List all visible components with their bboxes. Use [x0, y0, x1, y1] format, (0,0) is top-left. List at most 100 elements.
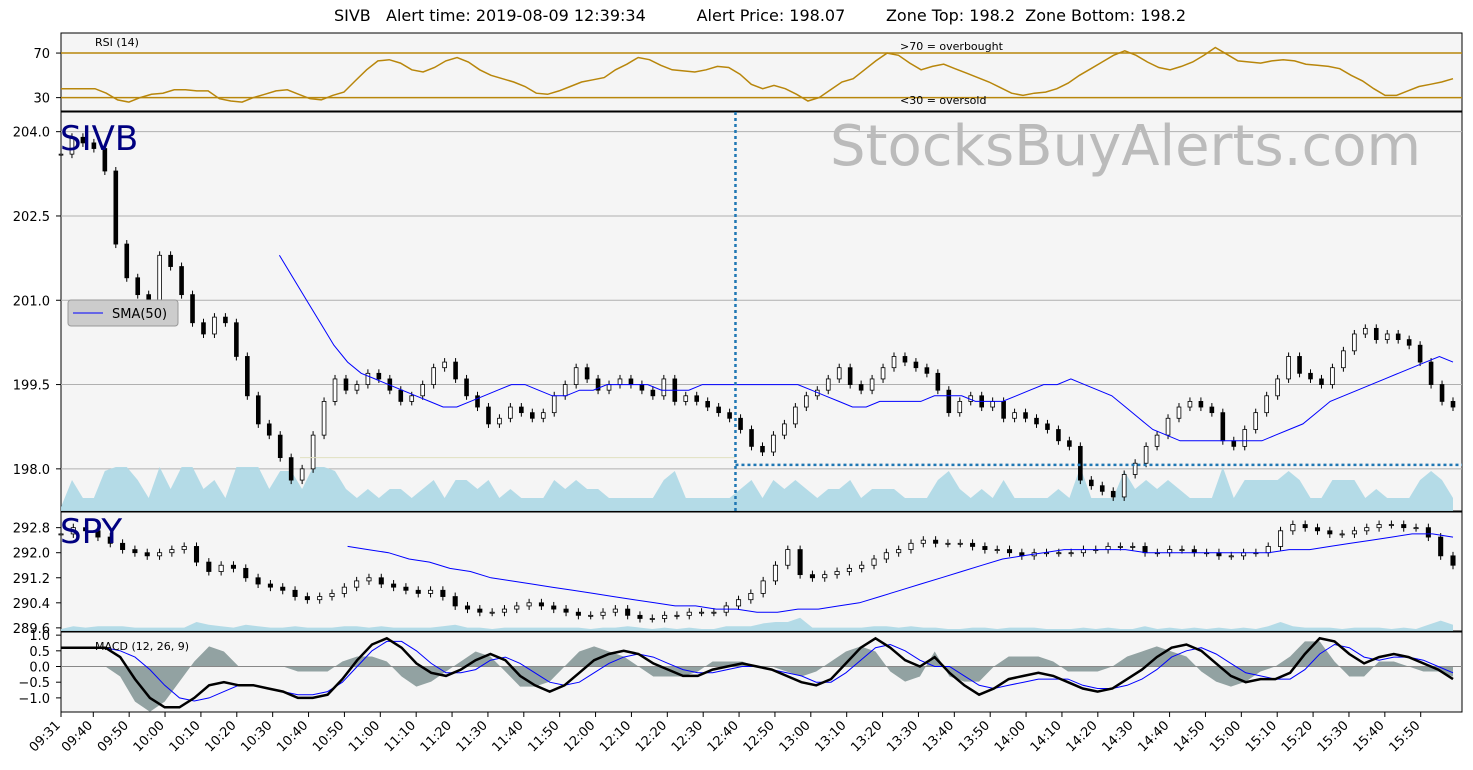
- rsi-levels: [61, 52, 1462, 99]
- spy-candle: [1278, 530, 1284, 547]
- price-candle: [135, 277, 141, 296]
- x-tick-label: 13:20: [848, 718, 885, 755]
- spy-candle: [415, 589, 421, 594]
- x-tick-label: 15:30: [1315, 718, 1352, 755]
- price-candle: [661, 378, 667, 397]
- price-candle: [530, 412, 535, 419]
- spy-candle: [206, 561, 212, 572]
- price-candle: [1012, 412, 1017, 419]
- spy-candle: [1117, 546, 1123, 548]
- price-candle: [343, 378, 349, 391]
- price-candle: [223, 316, 228, 324]
- y-tick-label: 199.5: [13, 379, 50, 394]
- spy-candle: [538, 602, 544, 607]
- x-tick-label: 13:10: [812, 718, 849, 755]
- sma-legend[interactable]: SMA(50): [67, 299, 179, 327]
- x-tick-label: 14:10: [1028, 718, 1065, 755]
- price-candle: [957, 401, 963, 414]
- price-candle: [157, 254, 162, 301]
- spy-candle: [625, 608, 631, 616]
- spy-candle: [859, 564, 865, 569]
- price-candle: [102, 148, 108, 172]
- spy-candle: [846, 567, 852, 572]
- spy-candle: [908, 542, 914, 550]
- sma-50-line: [278, 255, 1454, 442]
- spy-candle: [920, 539, 926, 544]
- price-candle: [562, 384, 568, 397]
- price-candle: [738, 417, 743, 430]
- price-candle: [519, 406, 524, 414]
- x-tick-label: 13:00: [777, 718, 814, 755]
- y-tick-label: 292.0: [13, 547, 50, 562]
- price-candle: [1373, 327, 1379, 340]
- spy-candle: [391, 583, 397, 588]
- price-volume-area: [61, 467, 1453, 511]
- spy-candle: [193, 546, 200, 563]
- x-tick-label: 10:50: [310, 718, 347, 755]
- spy-candle: [1376, 524, 1382, 529]
- price-candle: [321, 401, 327, 436]
- spy-candle: [551, 605, 557, 610]
- ticker-label-spy: SPY: [60, 512, 122, 552]
- spy-candle: [1425, 527, 1431, 538]
- spy-candle: [267, 583, 273, 588]
- price-candle: [453, 361, 458, 380]
- spy-candle: [501, 608, 508, 613]
- price-candle: [255, 395, 261, 425]
- price-candle: [1231, 440, 1237, 447]
- price-volume: [61, 467, 1453, 511]
- y-tick-label: 204.0: [13, 126, 50, 141]
- price-candle: [793, 406, 798, 425]
- spy-candle: [686, 611, 692, 616]
- macd-y-axis: 1.00.50.0−0.5−1.0: [18, 629, 61, 707]
- x-tick-label: 15:40: [1351, 718, 1388, 755]
- price-candle: [179, 266, 184, 296]
- spy-candle: [304, 596, 310, 601]
- spy-candle: [994, 549, 1000, 551]
- spy-candle: [1228, 555, 1234, 558]
- spy-candle: [748, 593, 754, 601]
- x-tick-label: 12:20: [633, 718, 670, 755]
- spy-candle: [735, 599, 742, 607]
- price-candle: [1132, 462, 1138, 475]
- y-tick-label: 70: [33, 47, 50, 62]
- spy-candle: [403, 586, 409, 591]
- price-candle: [760, 445, 765, 453]
- spy-candle: [132, 549, 138, 554]
- y-tick-label: 291.2: [13, 572, 50, 587]
- spy-candle: [1056, 552, 1062, 555]
- price-candle: [1319, 378, 1324, 385]
- x-tick-label: 12:00: [561, 718, 598, 755]
- price-candle: [146, 294, 151, 301]
- price-candle: [376, 372, 382, 380]
- price-candle: [1264, 395, 1269, 414]
- price-candle: [1363, 327, 1368, 335]
- price-candle: [1088, 479, 1094, 487]
- spy-candle: [674, 614, 680, 617]
- spy-volume: [61, 617, 1453, 631]
- price-candle: [946, 389, 952, 414]
- price-candle: [913, 361, 919, 369]
- price-candle: [1045, 423, 1050, 430]
- oversold-annotation: <30 = oversold: [900, 94, 986, 107]
- y-tick-label: 0.0: [29, 661, 50, 676]
- price-candle: [1001, 401, 1006, 419]
- price-candle: [847, 367, 853, 385]
- price-candle: [639, 384, 645, 391]
- x-tick-label: 10:10: [167, 718, 204, 755]
- spy-candle: [181, 546, 187, 550]
- price-candle: [1198, 401, 1204, 408]
- price-candle: [508, 406, 513, 419]
- spy-candle: [1388, 524, 1394, 526]
- price-candle: [595, 378, 601, 391]
- spy-candle: [637, 614, 643, 619]
- price-candle: [365, 372, 371, 385]
- spy-candle: [1006, 549, 1013, 554]
- price-candle: [299, 468, 305, 481]
- price-candle: [858, 384, 864, 391]
- time-x-axis: 09:3109:4009:5010:0010:1010:2010:3010:40…: [27, 712, 1424, 755]
- spy-candle: [329, 593, 335, 597]
- price-panel: StocksBuyAlerts.com 204.0 202.5 201.0 199.5…: [13, 111, 1463, 512]
- x-tick-label: 12:10: [597, 718, 634, 755]
- spy-candles: [58, 520, 1456, 623]
